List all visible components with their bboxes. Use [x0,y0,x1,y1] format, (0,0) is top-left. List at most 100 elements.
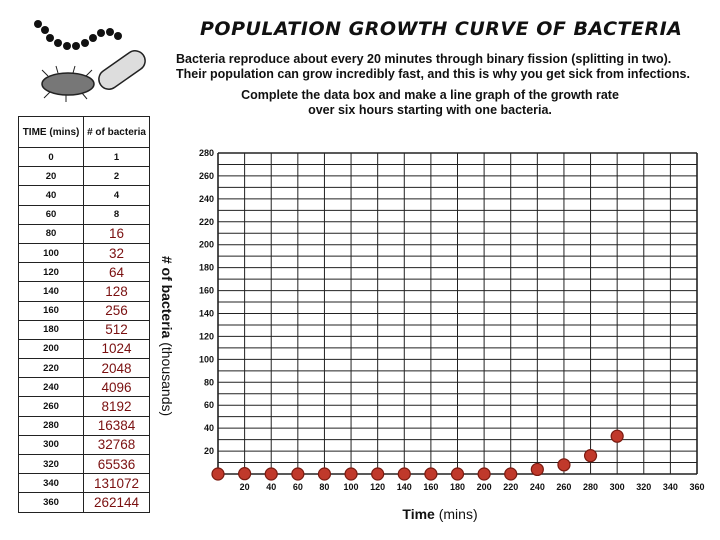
x-tick-label: 180 [450,482,465,492]
data-point [264,467,278,481]
time-cell: 280 [17,415,85,436]
table-row: 220 2048 [17,358,150,379]
time-cell: 40 [17,185,85,206]
data-point [477,467,491,481]
count-cell: 131072 [83,473,150,494]
y-tick-label: 200 [199,240,214,250]
x-tick-label: 160 [423,482,438,492]
x-tick-label: 340 [663,482,678,492]
count-cell: 1024 [83,338,150,360]
y-axis-label-unit: (thousands) [159,342,175,417]
y-axis-label: # of bacteria (thousands) [159,236,175,436]
time-cell: 340 [17,473,85,494]
x-tick-label: 220 [503,482,518,492]
x-tick-label: 40 [266,482,276,492]
data-point [610,429,624,443]
chain-bacteria-icon [34,20,122,50]
time-cell: 260 [17,396,85,417]
x-axis-label: Time (mins) [380,506,500,522]
x-tick-label: 240 [530,482,545,492]
table-row: 320 65536 [17,453,150,475]
header-count: # of bacteria [83,116,150,148]
data-point [397,467,411,481]
time-cell: 180 [17,319,85,340]
time-cell: 320 [17,453,85,475]
count-cell: 64 [83,262,150,283]
time-cell: 120 [17,262,85,283]
time-cell: 160 [17,300,85,321]
time-cell: 140 [17,281,85,302]
data-point [530,462,544,477]
intro-text: Bacteria reproduce about every 20 minute… [176,52,696,82]
table-row: 20 2 [17,166,150,187]
table-row: 140 128 [17,281,150,302]
y-tick-label: 100 [199,354,214,364]
time-cell: 220 [17,358,85,379]
instructions-line-2: over six hours starting with one bacteri… [308,103,552,117]
table-row: 120 64 [17,262,150,283]
count-cell: 16384 [83,415,150,436]
data-point [211,467,225,481]
x-tick-label: 320 [636,482,651,492]
y-tick-label: 260 [199,171,214,181]
data-point [557,458,571,472]
time-cell: 360 [17,492,85,513]
table-row: 280 16384 [17,415,150,436]
data-point [583,449,598,463]
count-cell: 32 [83,242,150,264]
count-cell: 512 [83,319,150,340]
table-row: 300 32768 [17,434,150,456]
data-point [450,467,465,481]
x-tick-label: 200 [477,482,492,492]
y-tick-label: 220 [199,217,214,227]
y-tick-label: 160 [199,286,214,296]
y-tick-label: 280 [199,148,214,158]
count-cell: 262144 [83,492,150,513]
table-row: 100 32 [17,242,150,264]
y-tick-label: 120 [199,331,214,341]
data-table: TIME (mins) # of bacteria 0 1 20 2 40 4 60 8 80 1… [17,116,150,513]
table-row: 360 262144 [17,492,150,513]
data-point [504,467,518,481]
rod-bacteria-icon [41,50,146,102]
instructions-line-1: Complete the data box and make a line gr… [241,88,619,102]
x-tick-label: 300 [610,482,625,492]
table-row: 340 131072 [17,473,150,494]
x-tick-label: 80 [319,482,329,492]
x-tick-label: 100 [344,482,359,492]
data-point [238,467,252,481]
data-point [371,467,385,481]
table-header-row: TIME (mins) # of bacteria [17,116,150,148]
time-cell: 60 [17,204,85,225]
data-point [317,467,332,481]
intro-line-2: Their population can grow incredibly fas… [176,67,690,81]
intro-line-1: Bacteria reproduce about every 20 minute… [176,52,672,66]
time-cell: 100 [17,242,85,264]
count-cell: 4096 [83,377,150,398]
time-cell: 240 [17,377,85,398]
y-tick-label: 40 [204,423,214,433]
x-axis-label-unit: (mins) [438,506,478,522]
count-cell: 128 [83,281,150,302]
bacteria-illustration [34,20,146,102]
instructions: Complete the data box and make a line gr… [200,88,660,118]
x-tick-label: 260 [556,482,571,492]
data-point [291,467,305,481]
count-cell: 65536 [83,453,150,475]
count-cell: 8192 [83,396,150,417]
table-row: 180 512 [17,319,150,340]
count-cell: 2048 [83,358,150,379]
time-cell: 300 [17,434,85,456]
page-title: POPULATION GROWTH CURVE OF BACTERIA [200,18,683,40]
x-tick-label: 140 [397,482,412,492]
y-tick-label: 140 [199,309,214,319]
y-tick-label: 240 [199,194,214,204]
y-tick-label: 20 [204,446,214,456]
header-time: TIME (mins) [17,116,85,148]
x-tick-label: 60 [293,482,303,492]
y-tick-label: 180 [199,263,214,273]
x-tick-label: 280 [583,482,598,492]
x-tick-label: 20 [240,482,250,492]
